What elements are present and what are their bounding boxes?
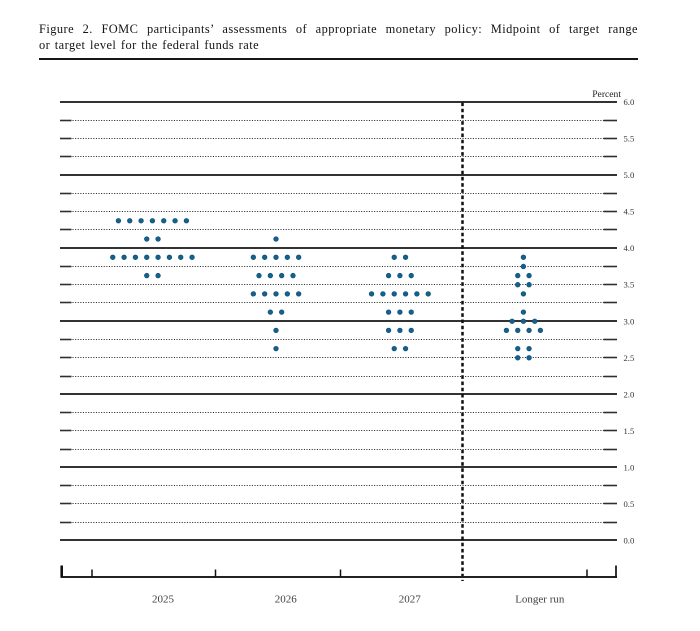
svg-text:2027: 2027 [399, 594, 422, 606]
svg-text:2.5: 2.5 [624, 353, 635, 363]
svg-text:3.0: 3.0 [624, 316, 635, 326]
svg-text:3.5: 3.5 [624, 280, 635, 290]
svg-text:Longer run: Longer run [515, 594, 565, 606]
svg-text:1.0: 1.0 [624, 462, 635, 472]
svg-text:1.5: 1.5 [624, 426, 635, 436]
svg-text:4.0: 4.0 [624, 243, 635, 253]
svg-text:5.0: 5.0 [624, 170, 635, 180]
svg-text:Percent: Percent [592, 89, 621, 100]
svg-text:4.5: 4.5 [624, 207, 635, 217]
svg-text:2.0: 2.0 [624, 389, 635, 399]
svg-text:5.5: 5.5 [624, 134, 635, 144]
svg-text:2026: 2026 [275, 594, 298, 606]
svg-text:0.0: 0.0 [624, 536, 635, 546]
svg-text:6.0: 6.0 [624, 97, 635, 107]
svg-text:2025: 2025 [152, 594, 175, 606]
svg-text:0.5: 0.5 [624, 499, 635, 509]
